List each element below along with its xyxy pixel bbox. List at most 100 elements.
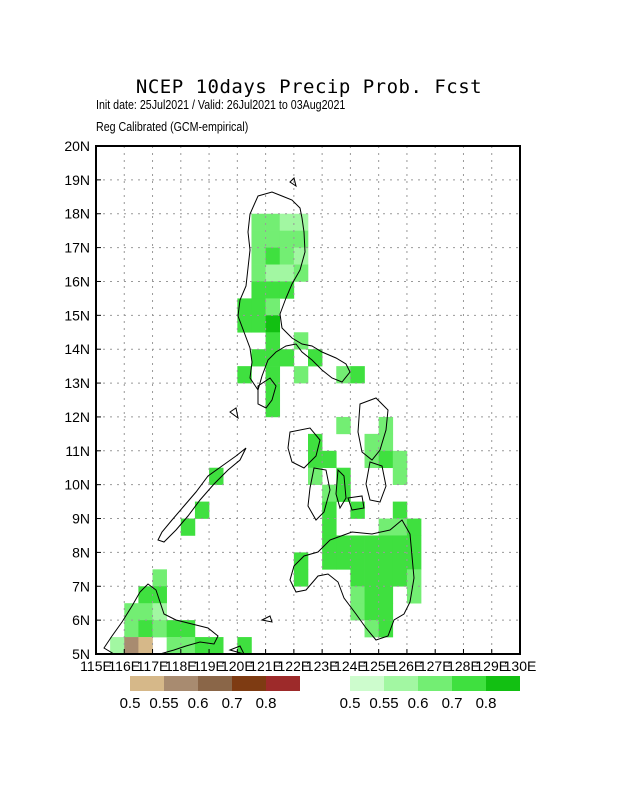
- prob-cell: [124, 637, 139, 655]
- prob-cell: [322, 552, 337, 570]
- lon-tick-label: 115E: [80, 658, 112, 674]
- bohol-coastline: [347, 495, 365, 511]
- sulu-island-2: [260, 615, 273, 623]
- palawan-coastline: [157, 447, 247, 543]
- prob-cell: [392, 552, 408, 570]
- prob-cell: [152, 569, 167, 587]
- dry-legend-label: 0.7: [222, 695, 243, 712]
- prob-cell: [392, 569, 408, 587]
- prob-cell: [392, 450, 408, 469]
- prob-cell: [364, 603, 379, 621]
- prob-cell: [406, 586, 422, 604]
- prob-cell: [308, 467, 323, 485]
- lon-tick-label: 123E: [306, 658, 339, 674]
- prob-cell: [251, 281, 266, 299]
- prob-cell: [322, 535, 337, 553]
- prob-cell: [265, 230, 281, 248]
- prob-cell: [265, 213, 281, 231]
- prob-cell: [378, 450, 394, 469]
- lat-tick-label: 11N: [65, 443, 90, 459]
- wet-legend-label: 0.55: [369, 695, 398, 712]
- lon-tick-label: 121E: [249, 658, 282, 674]
- prob-cell: [138, 586, 153, 604]
- prob-cell: [336, 484, 351, 502]
- prob-cell: [180, 620, 196, 638]
- prob-cell: [336, 366, 351, 384]
- prob-cell: [322, 450, 337, 469]
- prob-cell: [209, 467, 224, 485]
- map-title: NCEP 10days Precip Prob. Fcst: [135, 76, 483, 98]
- prob-cell: [138, 620, 153, 638]
- prob-cell: [279, 247, 295, 265]
- mindoro-coastline: [257, 377, 277, 409]
- prob-cell: [166, 637, 182, 655]
- prob-cell: [392, 467, 408, 485]
- prob-cell: [265, 247, 281, 265]
- lat-tick-label: 16N: [64, 273, 90, 289]
- prob-cell: [180, 518, 196, 536]
- lon-tick-label: 128E: [447, 658, 480, 674]
- longitude-tick-labels: 115E116E117E118E119E120E121E122E123E124E…: [80, 649, 536, 674]
- prob-cell: [336, 416, 351, 435]
- lon-tick-label: 129E: [475, 658, 508, 674]
- prob-cell: [406, 552, 422, 570]
- map-subtitle-method: Reg Calibrated (GCM-empirical): [96, 119, 249, 134]
- prob-cell: [293, 552, 309, 570]
- prob-cell: [378, 535, 394, 553]
- prob-cell: [251, 349, 266, 367]
- prob-cell: [406, 535, 422, 553]
- negros-coastline: [307, 467, 331, 521]
- samar-coastline: [357, 397, 389, 461]
- panay-coastline: [287, 427, 321, 469]
- prob-cell: [392, 535, 408, 553]
- prob-cell: [279, 264, 295, 282]
- prob-cell: [350, 535, 365, 553]
- prob-cell: [265, 281, 281, 299]
- prob-cell: [152, 620, 167, 638]
- prob-cell: [110, 637, 125, 655]
- lat-tick-label: 5N: [72, 646, 90, 662]
- prob-cell: [265, 332, 281, 350]
- prob-cell: [124, 620, 139, 638]
- lon-tick-label: 119E: [193, 658, 225, 674]
- prob-cell: [209, 637, 224, 655]
- prob-cell: [265, 349, 281, 367]
- lat-tick-label: 15N: [64, 307, 90, 323]
- prob-cell: [350, 603, 365, 621]
- prob-cell: [336, 535, 351, 553]
- prob-cell: [152, 603, 167, 621]
- prob-cell: [364, 586, 379, 604]
- babuyan-island: [289, 177, 297, 188]
- plot-frame: [95, 145, 521, 655]
- lat-tick-label: 17N: [64, 240, 90, 256]
- prob-cell: [308, 450, 323, 469]
- wet-legend-label: 0.8: [476, 695, 497, 712]
- coastline: [103, 177, 415, 655]
- calamian-island: [229, 407, 239, 420]
- lat-tick-label: 19N: [64, 172, 90, 188]
- prob-cell: [308, 349, 323, 367]
- prob-cell: [406, 518, 422, 536]
- prob-cell: [378, 586, 394, 604]
- lat-tick-label: 20N: [64, 138, 90, 154]
- prob-cell: [237, 298, 252, 316]
- lon-tick-label: 127E: [419, 658, 452, 674]
- lon-tick-label: 117E: [137, 658, 169, 674]
- prob-cell: [364, 535, 379, 553]
- wet-legend-swatch: [486, 676, 520, 691]
- lat-tick-label: 8N: [72, 544, 90, 560]
- prob-cell: [251, 247, 266, 265]
- prob-cell: [138, 603, 153, 621]
- mindanao-coastline: [289, 519, 415, 641]
- prob-cell: [364, 433, 379, 452]
- prob-cell: [237, 315, 252, 333]
- prob-cell: [251, 315, 266, 333]
- lat-tick-label: 9N: [72, 511, 90, 527]
- lat-tick-label: 14N: [64, 341, 90, 357]
- prob-cell: [279, 349, 295, 367]
- wet-legend-label: 0.6: [408, 695, 429, 712]
- prob-cell: [293, 366, 309, 384]
- prob-cell: [237, 366, 252, 384]
- prob-cell: [279, 230, 295, 248]
